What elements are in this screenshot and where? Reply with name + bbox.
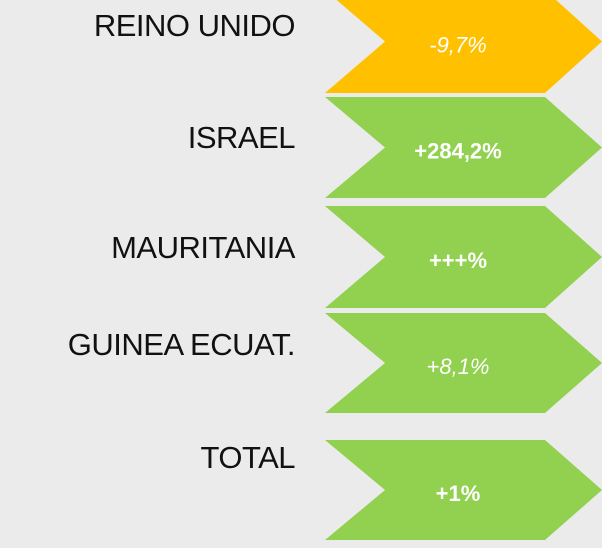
chevron <box>325 440 602 540</box>
chevron <box>325 206 602 308</box>
row-value: +++% <box>429 248 487 273</box>
chevron <box>325 97 602 198</box>
row-value: -9,7% <box>429 32 486 57</box>
chevron <box>325 313 602 413</box>
row-label: REINO UNIDO <box>94 8 295 43</box>
row-value: +284,2% <box>414 138 501 163</box>
row-label: GUINEA ECUAT. <box>68 327 295 362</box>
row-label: MAURITANIA <box>111 230 296 265</box>
row-value: +1% <box>436 481 481 506</box>
row-label: ISRAEL <box>188 120 296 155</box>
row-value: +8,1% <box>427 354 490 379</box>
chevron <box>325 0 602 93</box>
row-label: TOTAL <box>200 440 295 475</box>
